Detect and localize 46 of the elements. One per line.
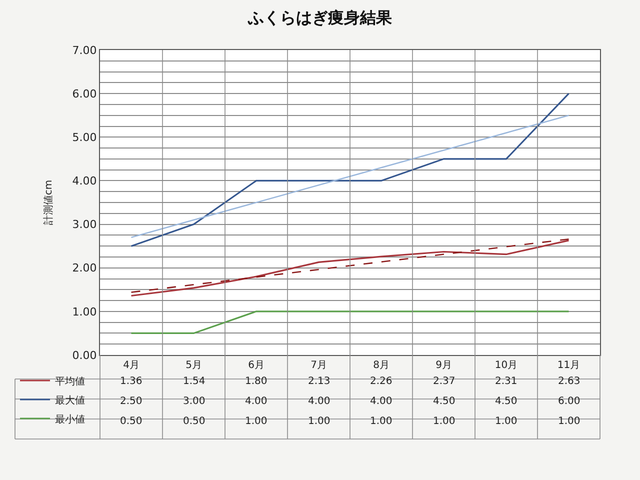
data-label: 1.80 [245,376,268,387]
data-label: 1.36 [120,376,142,387]
data-label: 4.50 [433,396,456,407]
data-label: 2.37 [433,376,456,387]
y-tick-label: 0.00 [72,348,97,362]
y-tick-label: 1.00 [72,305,97,318]
data-label: 4.00 [308,396,330,407]
data-label: 1.00 [558,416,580,427]
data-label: 2.13 [308,376,330,387]
x-tick-label: 4月 [123,360,140,371]
data-label: 2.63 [558,376,580,387]
data-label: 1.00 [433,416,456,427]
data-label: 6.00 [558,396,580,407]
chart-title: ふくらはぎ痩身結果 [247,8,393,28]
legend-label: 平均値 [55,375,85,388]
data-label: 2.31 [495,376,518,387]
data-label: 4.00 [370,396,392,407]
legend-label: 最大値 [55,394,85,406]
data-label: 0.50 [183,416,206,427]
data-label: 1.00 [245,416,268,427]
data-label: 1.00 [495,416,518,427]
y-tick-label: 3.00 [72,218,97,232]
y-axis-title: 計測値cm [42,180,54,226]
y-tick-label: 4.00 [72,174,97,188]
data-label: 4.00 [245,396,268,407]
data-label: 3.00 [183,396,206,407]
x-tick-label: 9月 [436,360,452,371]
x-tick-label: 8月 [373,360,390,371]
data-label: 1.54 [183,376,206,387]
y-tick-label: 5.00 [72,130,97,144]
data-label: 2.50 [120,396,142,407]
legend-label: 最小値 [55,413,85,426]
x-tick-label: 6月 [248,360,264,371]
x-tick-label: 11月 [557,360,580,371]
data-label: 0.50 [120,416,142,427]
x-tick-label: 7月 [310,360,327,371]
data-label: 1.00 [370,416,392,427]
line-series [130,92,570,247]
data-label: 1.00 [308,416,330,427]
y-tick-label: 7.00 [72,44,97,57]
y-tick-label: 6.00 [72,87,97,100]
x-tick-label: 5月 [186,360,202,371]
data-label: 4.50 [495,396,518,407]
x-tick-label: 10月 [494,360,518,371]
data-label: 2.26 [370,376,392,387]
y-tick-label: 2.00 [72,262,97,275]
